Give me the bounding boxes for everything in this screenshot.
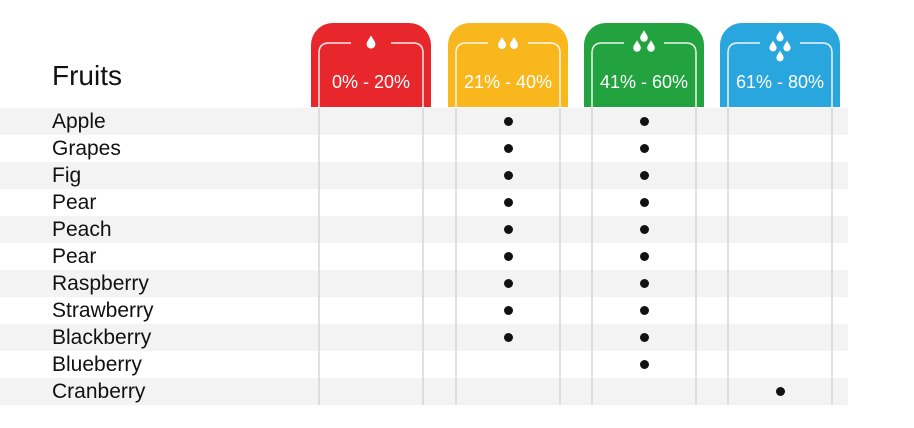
column-header-4: 61% - 80% [720, 23, 840, 107]
table-row: Pear [0, 189, 914, 216]
single-drop-icon [318, 35, 424, 107]
column-header-3: 41% - 60% [584, 23, 704, 107]
two-drops-icon [455, 37, 561, 107]
fruit-name: Pear [52, 245, 97, 268]
three-drops-icon [591, 30, 697, 107]
check-dot [639, 198, 649, 207]
fruit-name: Apple [52, 110, 106, 133]
check-dot [639, 279, 649, 288]
four-drops-icon [727, 30, 833, 107]
check-dot [503, 171, 513, 180]
check-dot [503, 225, 513, 234]
table-row: Peach [0, 216, 848, 243]
fruit-name: Blackberry [52, 326, 152, 349]
check-dot [639, 144, 649, 153]
check-dot [639, 333, 649, 342]
table-row: Grapes [0, 135, 914, 162]
check-dot [775, 387, 785, 396]
table-row: Strawberry [0, 297, 914, 324]
check-dot [503, 117, 513, 126]
check-dot [639, 360, 649, 369]
column-header-2: 21% - 40% [448, 23, 568, 107]
table-row: Blueberry [0, 351, 914, 378]
fruit-name: Fig [52, 164, 82, 187]
column-header-1: 0% - 20% [311, 23, 431, 107]
check-dot [503, 333, 513, 342]
fruit-name: Grapes [52, 137, 121, 160]
check-dot [639, 117, 649, 126]
fruit-name: Strawberry [52, 299, 154, 322]
check-dot [503, 279, 513, 288]
check-dot [503, 306, 513, 315]
check-dot [503, 252, 513, 261]
table-body: Apple Grapes Fig Pear Peach Pear Raspberry Stra… [0, 108, 914, 405]
check-dot [639, 252, 649, 261]
table-row: Fig [0, 162, 848, 189]
table-title: Fruits [52, 60, 122, 91]
check-dot [503, 198, 513, 207]
table-row: Cranberry [0, 378, 848, 405]
check-dot [639, 225, 649, 234]
column-range-label: 21% - 40% [463, 72, 553, 92]
table-row: Pear [0, 243, 914, 270]
column-range-label: 61% - 80% [735, 72, 825, 92]
fruit-name: Raspberry [52, 272, 149, 295]
table-row: Apple [0, 108, 848, 135]
table-row: Blackberry [0, 324, 848, 351]
check-dot [639, 306, 649, 315]
fruit-name: Pear [52, 191, 97, 214]
table-row: Raspberry [0, 270, 848, 297]
check-dot [639, 171, 649, 180]
column-range-label: 41% - 60% [599, 72, 689, 92]
fruit-name: Blueberry [52, 353, 142, 376]
fruit-name: Peach [52, 218, 112, 241]
check-dot [503, 144, 513, 153]
column-range-label: 0% - 20% [331, 72, 411, 92]
fruit-name: Cranberry [52, 380, 146, 403]
